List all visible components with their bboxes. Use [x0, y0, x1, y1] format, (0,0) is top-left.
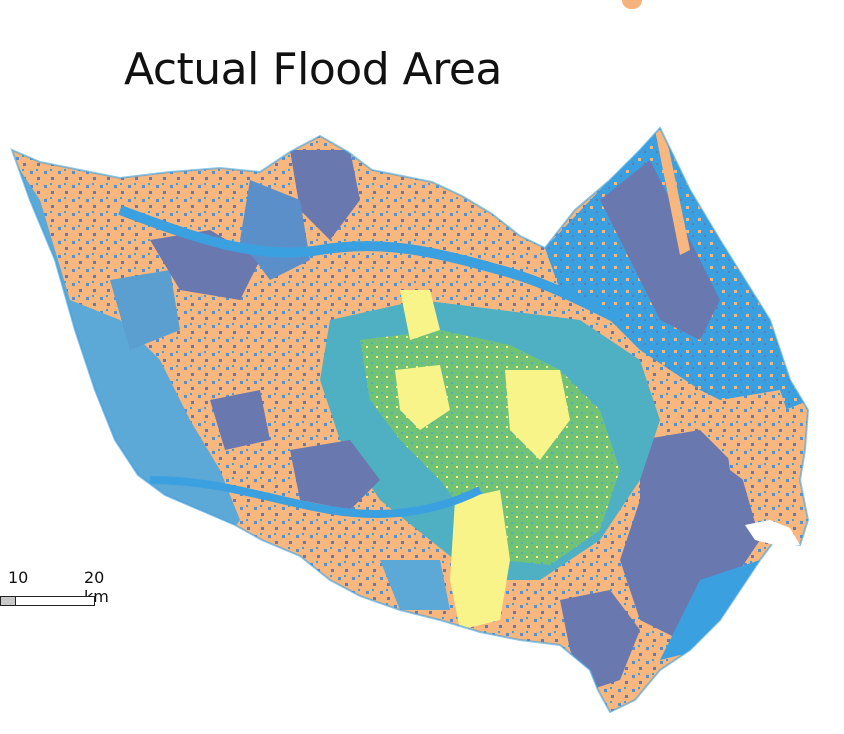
west-zone: [12, 140, 240, 560]
yellow-north: [400, 290, 440, 340]
west-patch: [110, 270, 180, 350]
yellow-south: [450, 490, 510, 630]
county-outline: [10, 126, 810, 714]
county-map: [12, 128, 808, 712]
east-sand: [720, 390, 800, 500]
north-band-1: [290, 150, 360, 240]
north-river: [118, 205, 623, 325]
scale-segment-filled: [0, 596, 16, 606]
bay-inlet: [745, 520, 800, 545]
map-fragment: [622, 0, 642, 9]
south-teal: [380, 560, 450, 610]
scale-label-10: 10: [8, 568, 29, 587]
scale-bar: 10 20 km: [0, 560, 120, 620]
east-blue: [660, 560, 760, 660]
yellow-west: [395, 365, 450, 430]
yellow-east: [505, 370, 570, 460]
southwest-patch-2: [210, 390, 270, 450]
scale-segment-empty: [15, 596, 95, 606]
northeast-slate: [600, 160, 720, 340]
southwest-patch-1: [290, 440, 380, 510]
southwest-river: [149, 476, 482, 518]
northeast-stripe: [655, 130, 690, 255]
map-title: Actual Flood Area: [124, 44, 502, 95]
